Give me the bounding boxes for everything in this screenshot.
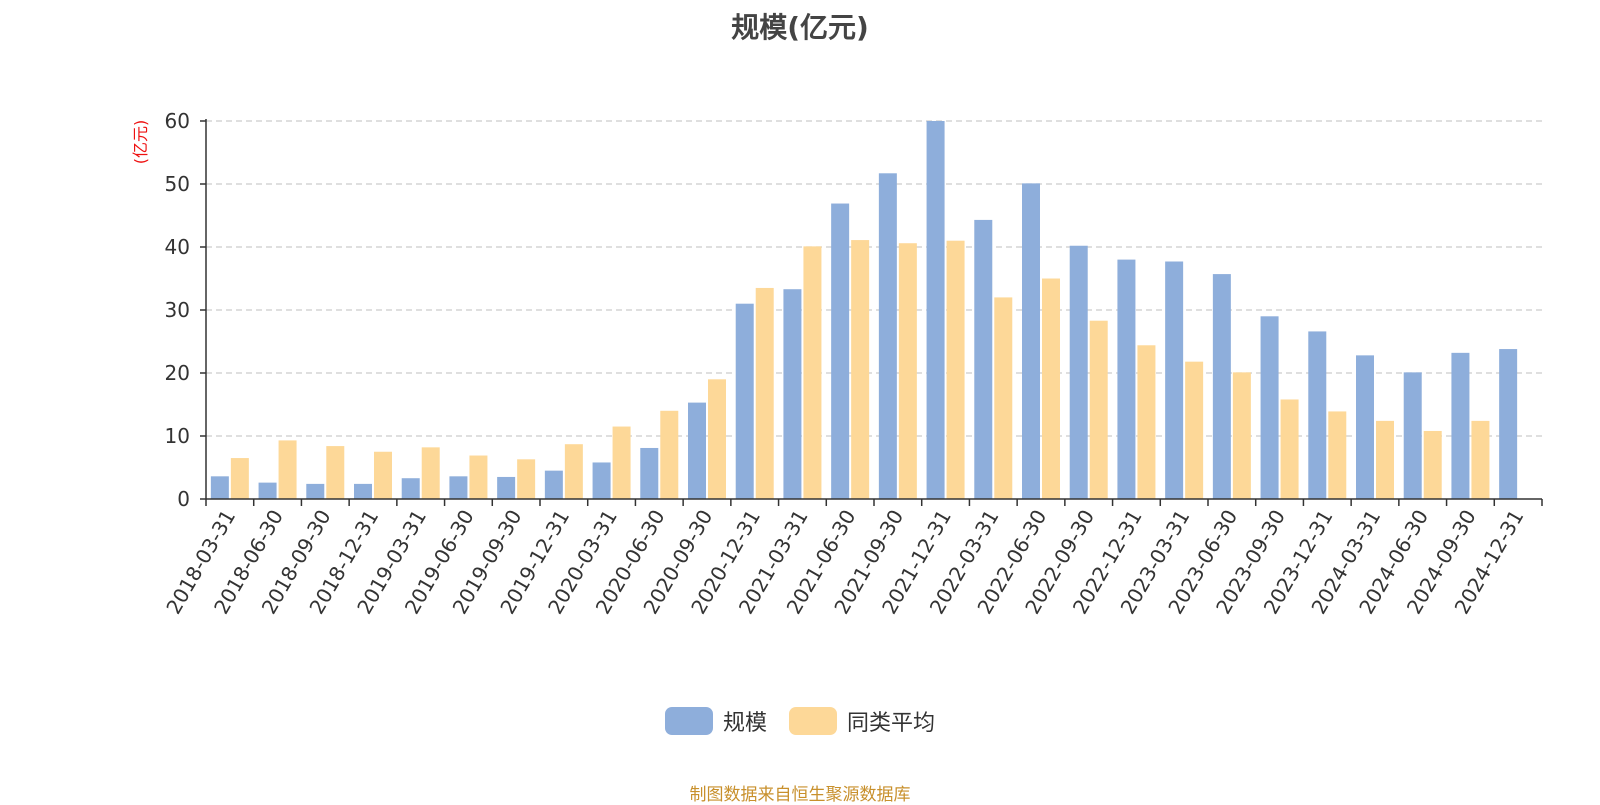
bar-scale: [306, 483, 325, 499]
bar-scale: [878, 173, 897, 500]
bar-peer-average: [1376, 420, 1394, 499]
bar-scale: [1022, 183, 1040, 499]
bar-peer-average: [612, 426, 631, 499]
legend-swatch-scale: [664, 707, 713, 735]
bar-peer-average: [708, 379, 726, 499]
bar-peer-average: [1423, 430, 1442, 499]
bar-scale: [1165, 261, 1184, 499]
y-tick-label: 10: [165, 424, 190, 448]
bar-peer-average: [803, 246, 822, 499]
bar-scale: [974, 219, 993, 499]
source-note: 制图数据来自恒生聚源数据库: [689, 785, 911, 805]
bar-peer-average: [374, 451, 392, 499]
bar-scale: [783, 289, 802, 499]
y-tick-label: 40: [165, 235, 190, 259]
bar-peer-average: [421, 447, 440, 499]
bar-peer-average: [1185, 361, 1204, 499]
bar-scale: [688, 402, 706, 499]
legend-label-peer-average: 同类平均: [847, 711, 936, 736]
bar-scale: [1356, 355, 1374, 499]
bar-scale: [735, 303, 754, 499]
y-tick-label: 0: [177, 487, 190, 511]
bar-scale: [1069, 245, 1088, 499]
chart-legend: 规模 同类平均: [0, 703, 1600, 739]
bar-peer-average: [1280, 399, 1299, 499]
bar-scale: [1117, 259, 1136, 499]
y-tick-label: 30: [165, 298, 190, 322]
bar-scale: [1451, 352, 1470, 499]
bar-peer-average: [1232, 372, 1251, 499]
bar-scale: [258, 482, 277, 499]
bar-peer-average: [660, 410, 679, 499]
bar-peer-average: [1137, 345, 1156, 499]
y-axis-label: (亿元): [131, 120, 150, 165]
bar-scale: [401, 478, 420, 499]
y-tick-label: 60: [165, 109, 190, 133]
bar-scale: [1308, 331, 1327, 499]
legend-label-scale: 规模: [722, 711, 767, 736]
legend-item-peer-average[interactable]: 同类平均: [789, 705, 935, 737]
bar-peer-average: [994, 297, 1013, 499]
bar-peer-average: [278, 440, 297, 499]
bar-scale: [354, 483, 372, 499]
gridlines: [206, 120, 1542, 437]
bar-peer-average: [517, 459, 536, 499]
bar-peer-average: [1042, 278, 1060, 499]
bar-scale: [831, 203, 850, 499]
bar-peer-average: [851, 240, 870, 499]
bar-scale: [544, 470, 563, 499]
bar-peer-average: [755, 287, 774, 499]
chart-title: 规模(亿元): [731, 11, 869, 44]
bar-scale: [449, 476, 468, 499]
y-tick-label: 50: [165, 172, 190, 196]
legend-item-scale[interactable]: 规模: [664, 705, 767, 737]
bar-scale: [1212, 274, 1231, 499]
bar-peer-average: [1328, 411, 1347, 499]
bar-peer-average: [326, 446, 345, 499]
bar-scale: [640, 447, 659, 499]
bar-scale: [592, 462, 611, 499]
bar-peer-average: [230, 458, 249, 499]
bar-scale: [210, 476, 229, 499]
bar-peer-average: [946, 240, 965, 499]
bar-scale: [1260, 316, 1279, 499]
bar-peer-average: [898, 243, 917, 499]
bar-peer-average: [1089, 320, 1108, 499]
bar-scale: [926, 121, 945, 499]
legend-swatch-peer-average: [789, 707, 837, 735]
bar-peer-average: [469, 455, 488, 499]
y-tick-label: 20: [165, 361, 190, 385]
bars: [210, 121, 1518, 500]
bar-peer-average: [564, 444, 583, 499]
bar-scale: [1499, 349, 1518, 499]
bar-scale: [1403, 372, 1422, 499]
bar-scale: [497, 476, 516, 499]
bar-peer-average: [1471, 420, 1490, 499]
